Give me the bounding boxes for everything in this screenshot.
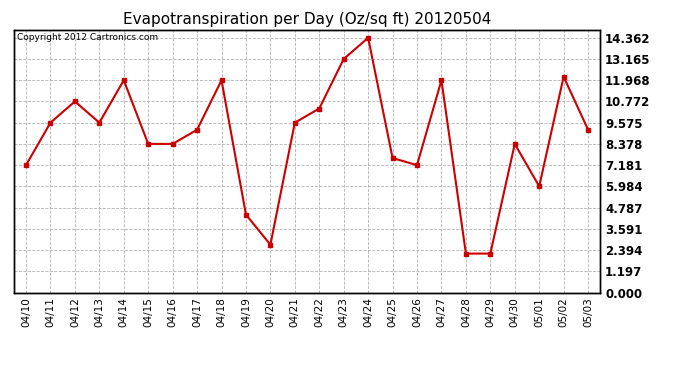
Title: Evapotranspiration per Day (Oz/sq ft) 20120504: Evapotranspiration per Day (Oz/sq ft) 20…	[123, 12, 491, 27]
Text: Copyright 2012 Cartronics.com: Copyright 2012 Cartronics.com	[17, 33, 158, 42]
